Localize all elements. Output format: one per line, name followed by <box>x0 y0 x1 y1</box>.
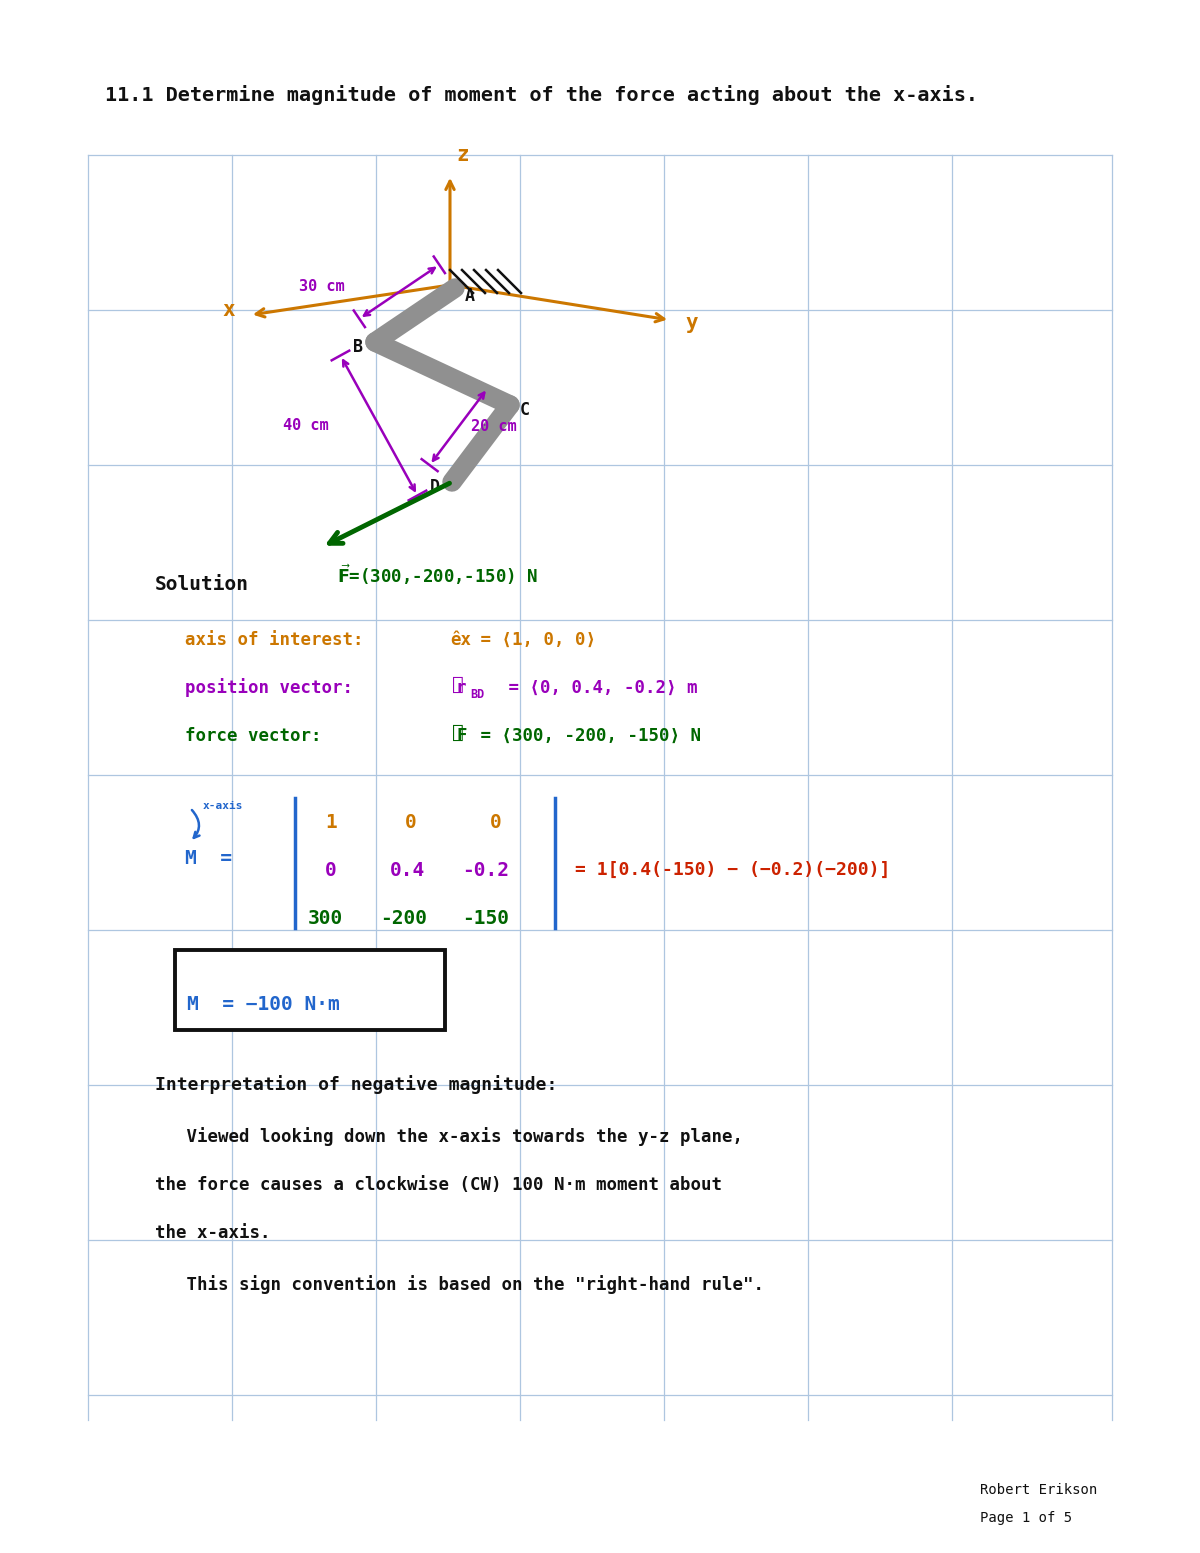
Text: 20 cm: 20 cm <box>470 419 516 435</box>
Text: 300: 300 <box>308 909 343 927</box>
Text: the force causes a clockwise (CW) 100 N·m moment about: the force causes a clockwise (CW) 100 N·… <box>155 1176 722 1194</box>
Text: This sign convention is based on the "right-hand rule".: This sign convention is based on the "ri… <box>155 1275 764 1295</box>
Text: Robert Erikson: Robert Erikson <box>980 1483 1097 1497</box>
Text: M  =: M = <box>185 848 232 868</box>
Text: ⃗: ⃗ <box>452 674 463 694</box>
Text: 40 cm: 40 cm <box>283 418 329 433</box>
Text: BD: BD <box>470 688 485 700</box>
Text: C: C <box>520 401 530 419</box>
Text: = ⟨0, 0.4, -0.2⟩ m: = ⟨0, 0.4, -0.2⟩ m <box>498 679 697 697</box>
Text: êx: êx <box>450 631 470 649</box>
Text: x-axis: x-axis <box>203 801 244 811</box>
Text: z: z <box>456 144 469 165</box>
Text: 1: 1 <box>325 812 337 831</box>
Text: Interpretation of negative magnitude:: Interpretation of negative magnitude: <box>155 1076 557 1095</box>
Text: x-axis: x-axis <box>208 955 247 964</box>
Text: Page 1 of 5: Page 1 of 5 <box>980 1511 1072 1525</box>
Text: 0: 0 <box>490 812 502 831</box>
Text: Solution: Solution <box>155 575 250 593</box>
Text: = ⟨1, 0, 0⟩: = ⟨1, 0, 0⟩ <box>470 631 596 649</box>
Text: y: y <box>685 314 697 332</box>
Text: 0: 0 <box>406 812 416 831</box>
Text: D: D <box>430 478 440 495</box>
Text: Viewed looking down the x-axis towards the y-z plane,: Viewed looking down the x-axis towards t… <box>155 1127 743 1146</box>
Text: B: B <box>353 339 364 356</box>
Text: 30 cm: 30 cm <box>299 280 344 294</box>
Text: position vector:: position vector: <box>185 679 374 697</box>
Text: x: x <box>222 300 235 320</box>
Text: r: r <box>456 679 467 697</box>
Text: -150: -150 <box>462 909 509 927</box>
Text: F: F <box>456 727 467 745</box>
Text: = ⟨300, -200, -150⟩ N: = ⟨300, -200, -150⟩ N <box>470 727 701 745</box>
Text: ⃗: ⃗ <box>452 722 463 741</box>
Text: 0.4: 0.4 <box>390 860 425 879</box>
Text: axis of interest:: axis of interest: <box>185 631 374 649</box>
Text: -0.2: -0.2 <box>462 860 509 879</box>
Text: = 1[0.4(-150) − (−0.2)(−200)]: = 1[0.4(-150) − (−0.2)(−200)] <box>575 860 890 879</box>
Text: 0: 0 <box>325 860 337 879</box>
Text: A: A <box>466 287 475 304</box>
Bar <box>175 950 445 1030</box>
Text: force vector:: force vector: <box>185 727 364 745</box>
Text: the x-axis.: the x-axis. <box>155 1224 270 1242</box>
Text: M  = −100 N·m: M = −100 N·m <box>187 995 340 1014</box>
Text: 11.1 Determine magnitude of moment of the force acting about the x-axis.: 11.1 Determine magnitude of moment of th… <box>106 85 978 106</box>
Text: $\vec{\mathbf{F}}$=(300,-200,-150) N: $\vec{\mathbf{F}}$=(300,-200,-150) N <box>337 562 538 587</box>
Text: -200: -200 <box>380 909 427 927</box>
